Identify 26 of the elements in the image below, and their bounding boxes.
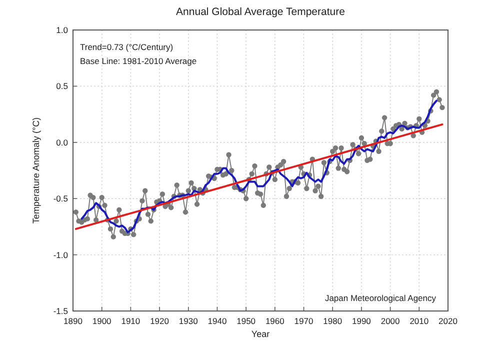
y-tick-label: -1.0 — [53, 250, 68, 260]
annotation: Trend=0.73 (°C/Century) — [80, 42, 174, 52]
y-tick-label: -1.5 — [53, 306, 68, 316]
x-axis-title: Year — [251, 329, 270, 339]
annotation: Base Line: 1981-2010 Average — [80, 56, 197, 66]
x-tick-label: 1920 — [150, 316, 170, 326]
y-tick-label: 0.0 — [56, 137, 68, 148]
y-tick-label: -0.5 — [53, 194, 68, 204]
chart-title: Annual Global Average Temperature — [176, 6, 346, 18]
x-tick-label: 2010 — [410, 316, 429, 326]
x-tick-label: 1970 — [294, 316, 314, 326]
annotation: Japan Meteorological Agency — [324, 293, 437, 303]
x-tick-label: 1930 — [178, 316, 198, 326]
x-tick-label: 1900 — [92, 316, 112, 326]
x-tick-label: 2020 — [438, 316, 458, 326]
x-tick-label: 1960 — [265, 316, 285, 326]
x-tick-label: 1980 — [323, 316, 342, 326]
y-axis-title: Temperature Anomaly (°C) — [31, 117, 41, 224]
x-tick-label: 1950 — [236, 316, 256, 326]
x-tick-label: 1910 — [121, 316, 140, 326]
y-tick-label: 1.0 — [56, 25, 68, 35]
x-tick-label: 1940 — [208, 316, 227, 326]
x-tick-label: 1990 — [352, 316, 372, 326]
x-tick-label: 2000 — [380, 316, 400, 326]
y-tick-label: 0.5 — [56, 81, 68, 92]
x-tick-label: 1890 — [64, 316, 83, 326]
